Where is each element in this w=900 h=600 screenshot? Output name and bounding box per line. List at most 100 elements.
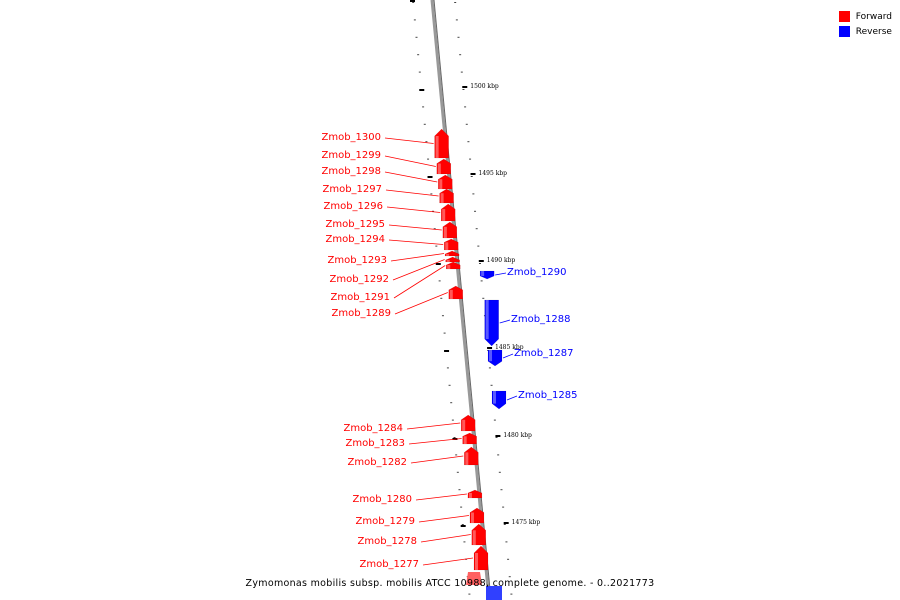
gene-label-zmob_1284[interactable]: Zmob_1284: [343, 423, 403, 434]
gene-arrow-zmob_1287[interactable]: [487, 349, 503, 367]
tick-mark-left: [413, 19, 416, 21]
tick-label: 1490 kbp: [487, 257, 516, 264]
gene-arrow-zmob_1295[interactable]: [442, 221, 458, 239]
gene-label-zmob_1288[interactable]: Zmob_1288: [511, 314, 571, 325]
gene-leader-line: [499, 319, 511, 324]
gene-arrow-highlight: [446, 260, 450, 262]
legend: Forward Reverse: [838, 9, 892, 39]
legend-reverse-label: Reverse: [855, 26, 892, 37]
tick-mark-left: [458, 489, 461, 491]
gene-arrow-zmob_1285[interactable]: [491, 390, 507, 410]
genome-backbone-shadow: [433, 0, 492, 600]
gene-arrow-zmob_1292[interactable]: [445, 256, 460, 263]
gene-arrow-zmob_1293[interactable]: [444, 250, 460, 257]
gene-arrow-zmob_1288[interactable]: [484, 299, 499, 347]
gene-arrow-highlight: [447, 265, 451, 269]
gene-arrow-zmob_1294[interactable]: [443, 238, 459, 251]
major-tick-left: [435, 263, 441, 265]
reverse-swatch: [838, 26, 850, 37]
gene-label-zmob_1292[interactable]: Zmob_1292: [329, 274, 389, 285]
tick-mark-right: [467, 141, 470, 143]
gene-arrow-zmob_1297[interactable]: [439, 188, 454, 204]
tick-mark-right: [475, 228, 478, 230]
gene-label-zmob_1293[interactable]: Zmob_1293: [327, 255, 387, 266]
tick-mark-right: [500, 489, 503, 491]
gene-label-zmob_1297[interactable]: Zmob_1297: [322, 184, 382, 195]
tick-mark-left: [417, 54, 420, 56]
gene-label-zmob_1291[interactable]: Zmob_1291: [330, 292, 390, 303]
gene-leader-line: [410, 455, 464, 464]
gene-label-zmob_1283[interactable]: Zmob_1283: [345, 438, 405, 449]
gene-arrow-partial-forward[interactable]: [466, 572, 482, 585]
tick-mark-left: [446, 367, 449, 369]
tick-label: 1495 kbp: [479, 170, 508, 177]
gene-arrow-partial-reverse[interactable]: [486, 586, 502, 600]
tick-mark-left: [438, 280, 441, 282]
gene-label-zmob_1296[interactable]: Zmob_1296: [323, 201, 383, 212]
gene-arrow-zmob_1279[interactable]: [469, 507, 485, 524]
gene-label-zmob_1300[interactable]: Zmob_1300: [321, 132, 381, 143]
gene-leader-line: [495, 272, 507, 276]
tick-mark-left: [456, 471, 459, 473]
major-tick: [478, 260, 484, 262]
gene-arrow-zmob_1278[interactable]: [471, 523, 487, 546]
tick-mark-left: [423, 123, 426, 125]
gene-label-zmob_1282[interactable]: Zmob_1282: [347, 457, 407, 468]
gene-label-zmob_1299[interactable]: Zmob_1299: [321, 150, 381, 161]
gene-leader-line: [390, 253, 445, 262]
major-tick: [470, 173, 476, 175]
gene-leader-line: [388, 239, 444, 245]
legend-item-forward: Forward: [838, 9, 892, 24]
gene-arrow-zmob_1298[interactable]: [438, 174, 453, 190]
gene-label-zmob_1295[interactable]: Zmob_1295: [325, 219, 385, 230]
tick-mark-right: [508, 576, 511, 578]
gene-leader-line: [392, 259, 445, 281]
tick-mark-right: [459, 54, 462, 56]
gene-label-zmob_1298[interactable]: Zmob_1298: [321, 166, 381, 177]
tick-mark-left: [441, 315, 444, 317]
tick-mark-left: [453, 437, 456, 438]
major-tick-top: [410, 0, 415, 2]
gene-label-zmob_1277[interactable]: Zmob_1277: [359, 559, 419, 570]
gene-arrow-zmob_1289[interactable]: [448, 285, 464, 300]
gene-arrow-zmob_1290[interactable]: [479, 270, 495, 280]
gene-arrow-zmob_1280[interactable]: [467, 489, 483, 499]
genome-backbone: [430, 0, 491, 600]
gene-arrow-zmob_1299[interactable]: [436, 158, 452, 175]
gene-label-zmob_1280[interactable]: Zmob_1280: [352, 494, 412, 505]
gene-arrow-zmob_1283[interactable]: [462, 432, 477, 445]
gene-arrow-highlight: [463, 436, 467, 444]
gene-arrow-zmob_1284[interactable]: [460, 414, 476, 432]
gene-leader-line: [386, 206, 441, 213]
tick-mark-right: [455, 19, 458, 21]
gene-arrow-zmob_1300[interactable]: [434, 128, 449, 159]
gene-label-zmob_1279[interactable]: Zmob_1279: [355, 516, 415, 527]
major-tick: [503, 522, 509, 524]
tick-mark-right: [472, 193, 475, 195]
tick-mark-right: [480, 280, 483, 282]
tick-mark-right: [493, 419, 496, 421]
gene-label-zmob_1278[interactable]: Zmob_1278: [357, 536, 417, 547]
tick-mark-left: [443, 332, 446, 334]
major-tick-left: [444, 350, 450, 352]
gene-arrow-zmob_1282[interactable]: [464, 446, 479, 466]
gene-label-zmob_1285[interactable]: Zmob_1285: [518, 390, 578, 401]
gene-arrow-highlight: [493, 391, 496, 404]
major-tick-left: [419, 89, 425, 91]
gene-arrow-zmob_1296[interactable]: [440, 203, 456, 222]
gene-arrow-zmob_1291[interactable]: [445, 261, 461, 270]
gene-leader-line: [502, 353, 514, 359]
gene-arrow-highlight: [485, 300, 489, 339]
gene-label-zmob_1289[interactable]: Zmob_1289: [331, 308, 391, 319]
gene-label-zmob_1294[interactable]: Zmob_1294: [325, 234, 385, 245]
gene-leader-line: [384, 137, 434, 144]
tick-mark-right: [462, 89, 465, 90]
gene-label-zmob_1287[interactable]: Zmob_1287: [514, 348, 574, 359]
gene-label-zmob_1290[interactable]: Zmob_1290: [507, 267, 567, 278]
tick-mark-left: [427, 158, 430, 160]
gene-arrow-highlight: [437, 163, 441, 174]
gene-leader-line: [422, 557, 474, 566]
gene-arrow-highlight: [472, 530, 476, 545]
gene-arrow-zmob_1277[interactable]: [473, 545, 489, 571]
tick-mark-right: [510, 593, 513, 595]
